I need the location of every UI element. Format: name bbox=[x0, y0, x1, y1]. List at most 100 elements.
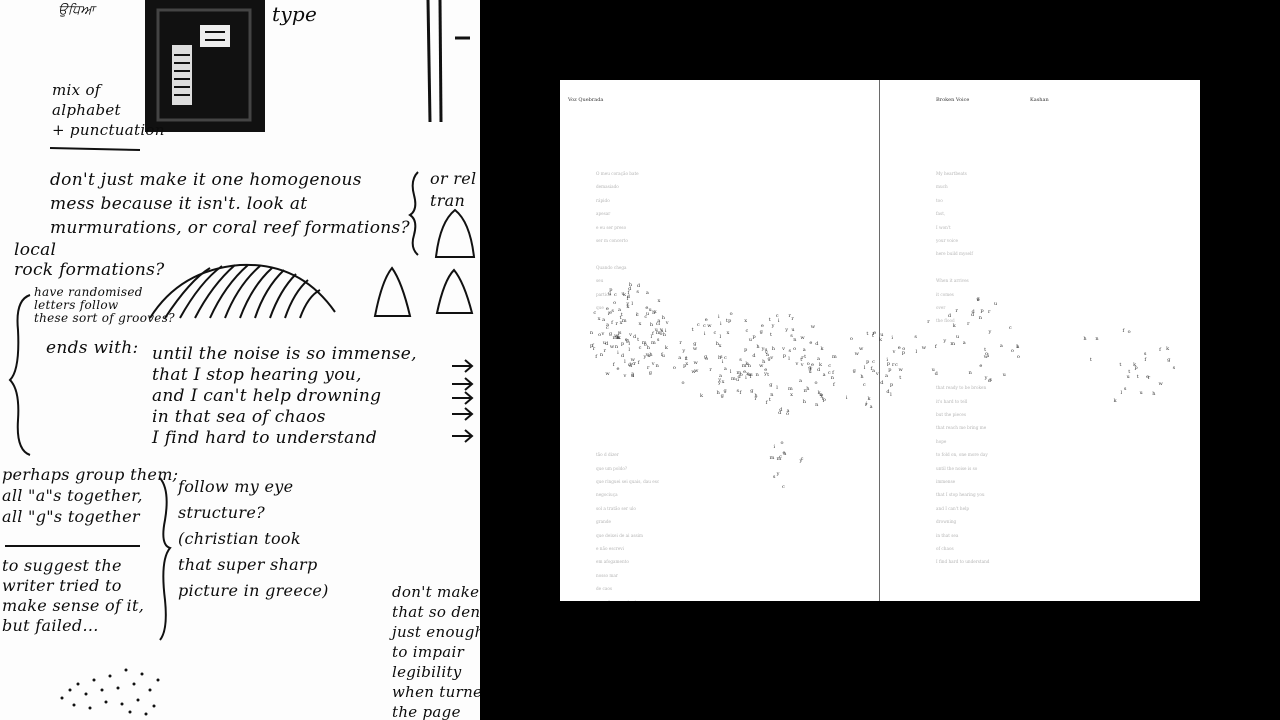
scatter-glyph: u bbox=[931, 366, 935, 373]
scatter-glyph: o bbox=[598, 332, 602, 339]
scatter-glyph: c bbox=[644, 314, 648, 321]
scatter-glyph: a bbox=[618, 306, 621, 313]
scatter-glyph: d bbox=[779, 406, 783, 413]
scatter-glyph: t bbox=[1119, 362, 1122, 369]
scatter-glyph: y bbox=[718, 380, 721, 387]
scatter-glyph: h bbox=[662, 332, 666, 339]
scatter-glyph: e bbox=[624, 337, 628, 344]
note-or-rel: or rel tran bbox=[430, 169, 477, 210]
poem-line: it comes bbox=[936, 291, 954, 297]
scatter-glyph: e bbox=[811, 362, 814, 369]
scatter-glyph: u bbox=[764, 346, 768, 353]
scatter-glyph: k bbox=[1166, 346, 1170, 353]
scatter-glyph: w bbox=[609, 344, 615, 351]
scatter-glyph: e bbox=[782, 449, 786, 456]
scatter-glyph: p bbox=[1134, 364, 1138, 371]
scatter-glyph: i bbox=[777, 318, 780, 325]
scatter-glyph: m bbox=[736, 370, 742, 377]
scatter-glyph: a bbox=[802, 346, 806, 353]
scatter-glyph: l bbox=[749, 374, 752, 381]
note-grooves: have randomised letters follow these sor… bbox=[34, 285, 175, 325]
scatter-glyph: e bbox=[616, 366, 620, 373]
scatter-glyph: f bbox=[870, 366, 873, 373]
scatter-glyph: x bbox=[718, 343, 722, 350]
scatter-glyph: f bbox=[1144, 356, 1147, 363]
scatter-glyph: x bbox=[790, 392, 793, 399]
scatter-glyph: k bbox=[820, 346, 824, 353]
scatter-glyph: m bbox=[731, 375, 736, 382]
scatter-glyph: e bbox=[976, 297, 980, 304]
scatter-glyph: i bbox=[617, 349, 619, 356]
scatter-glyph: h bbox=[771, 345, 775, 352]
scatter-glyph: d bbox=[886, 389, 890, 396]
poem-line: em afogamento bbox=[596, 559, 629, 565]
scatter-glyph: t bbox=[1128, 368, 1131, 375]
scatter-glyph: v bbox=[800, 362, 804, 369]
scatter-glyph: y bbox=[943, 338, 947, 345]
scatter-glyph: c bbox=[872, 359, 875, 366]
poem-line: e não escrevi bbox=[596, 545, 625, 551]
scatter-glyph: u bbox=[955, 333, 960, 340]
scatter-glyph: h bbox=[756, 343, 760, 350]
scatter-glyph: i bbox=[886, 357, 888, 364]
poem-line: Quando chega bbox=[596, 264, 627, 270]
scatter-glyph: m bbox=[832, 353, 837, 360]
scatter-glyph: l bbox=[719, 334, 722, 341]
scatter-glyph: r bbox=[791, 316, 794, 323]
scatter-glyph: v bbox=[623, 373, 627, 380]
poem-line bbox=[596, 425, 659, 438]
scatter-glyph: o bbox=[1010, 348, 1014, 355]
poem-line: O meu coração bate bbox=[596, 171, 639, 176]
scatter-glyph: k bbox=[1133, 361, 1137, 368]
note-homogenous: don't just make it one homogenous mess b… bbox=[50, 170, 410, 238]
poem-line: I find hard to understand bbox=[936, 559, 990, 565]
scatter-glyph: c bbox=[745, 328, 749, 335]
scatter-glyph: s bbox=[750, 372, 753, 379]
scatter-glyph: s bbox=[618, 330, 622, 337]
scatter-glyph: r bbox=[955, 307, 958, 314]
scatter-glyph: g bbox=[720, 393, 724, 400]
scatter-glyph: r bbox=[788, 312, 791, 319]
scatter-glyph: f bbox=[611, 320, 614, 327]
scatter-glyph: u bbox=[1139, 389, 1143, 396]
scatter-glyph: i bbox=[1016, 344, 1019, 351]
scatter-glyph: l bbox=[1120, 390, 1123, 397]
scatter-glyph: f bbox=[637, 360, 640, 367]
scatter-glyph: h bbox=[628, 281, 633, 288]
scatter-glyph: t bbox=[685, 355, 688, 362]
scatter-glyph: e bbox=[608, 310, 612, 317]
scatter-glyph: r bbox=[872, 330, 875, 337]
scatter-glyph: a bbox=[786, 408, 790, 415]
scatter-glyph: h bbox=[717, 355, 722, 362]
scatter-glyph: x bbox=[597, 316, 601, 323]
scatter-glyph: v bbox=[770, 355, 774, 362]
note-follow-eye: follow my eye structure? (christian took… bbox=[178, 477, 329, 600]
scatter-glyph: u bbox=[791, 326, 795, 333]
note-ending-lines: until the noise is so immense, that I st… bbox=[152, 344, 417, 448]
poem-line bbox=[936, 372, 990, 385]
scatter-glyph: t bbox=[768, 397, 771, 404]
scatter-glyph: f bbox=[832, 382, 835, 389]
poem-line: When it arrives bbox=[936, 278, 969, 284]
scatter-glyph: r bbox=[754, 396, 757, 403]
scatter-glyph: v bbox=[665, 320, 669, 327]
scatter-glyph: l bbox=[631, 300, 633, 307]
scatter-glyph: g bbox=[608, 331, 613, 338]
scatter-glyph: s bbox=[914, 333, 917, 340]
right-poem: My heartbeats much too fast, I won't your voi… bbox=[936, 171, 990, 573]
scatter-glyph: l bbox=[628, 347, 631, 354]
scatter-glyph: n bbox=[614, 343, 619, 350]
scatter-glyph: a bbox=[871, 368, 875, 375]
scatter-glyph: v bbox=[782, 346, 785, 353]
scatter-glyph: t bbox=[821, 395, 824, 402]
scatter-glyph: l bbox=[890, 391, 892, 398]
rock-formation-sketch bbox=[149, 208, 476, 319]
note-local-rock: local rock formations? bbox=[14, 240, 165, 280]
poem-line: seu bbox=[596, 278, 604, 284]
scatter-glyph: y bbox=[984, 375, 988, 382]
scatter-glyph: g bbox=[693, 340, 697, 347]
scatter-glyph: n bbox=[589, 330, 594, 337]
scatter-glyph: y bbox=[643, 353, 647, 360]
scatter-glyph: e bbox=[605, 305, 609, 312]
poem-line: it's hard to tell bbox=[936, 398, 968, 404]
